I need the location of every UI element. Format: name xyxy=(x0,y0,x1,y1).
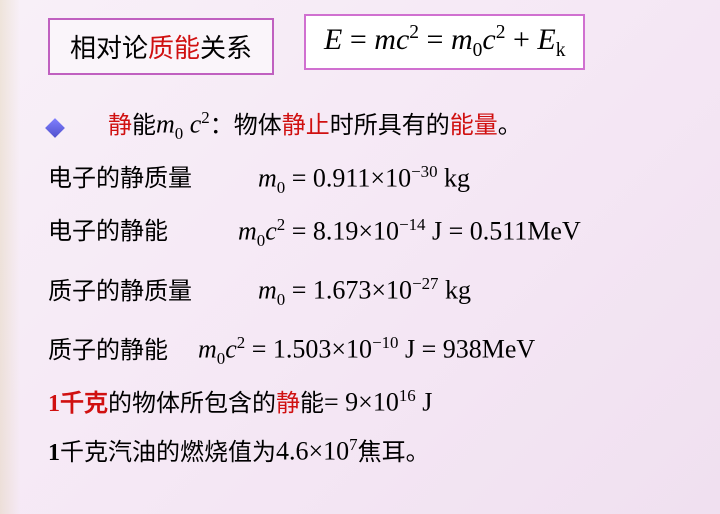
l3-sup: −14 xyxy=(399,215,425,234)
l3-mid: J = 0.511 xyxy=(425,216,527,245)
l7-sup: 7 xyxy=(349,435,357,454)
l3-sub: 0 xyxy=(257,231,265,250)
formula-Ek: E xyxy=(537,23,555,56)
line-1kg-energy: 1千克的物体所包含的静能 = 9×1016 J xyxy=(48,383,680,418)
l6-expr: = 9×1016 J xyxy=(324,386,432,418)
line-proton-energy: 质子的静能 m0c2 = 1.503×10−10 J = 938MeV xyxy=(48,330,680,369)
formula-eq1: = xyxy=(342,23,374,56)
l4-expr: m0 = 1.673×10−27 kg xyxy=(258,274,471,310)
l1-pre2: 能 xyxy=(132,105,156,140)
formula-m0: m xyxy=(451,23,473,56)
l1-post3: 时所具有的 xyxy=(330,105,450,140)
l6-p4: 能 xyxy=(300,383,324,418)
l6-p1: 1千克 xyxy=(48,383,108,418)
l5-sup: −10 xyxy=(372,333,398,352)
l5-label: 质子的静能 xyxy=(48,330,198,365)
l5-sub: 0 xyxy=(217,349,225,368)
l6-unit: J xyxy=(416,388,433,417)
line-rest-energy-def: 静能 m0 c2 ：物体静止时所具有的能量。 xyxy=(48,105,680,144)
l4-sup: −27 xyxy=(412,274,438,293)
title-p1: 相对论 xyxy=(70,34,148,63)
formula-sup1: 2 xyxy=(409,22,419,43)
l2-label: 电子的静质量 xyxy=(48,158,228,193)
l1-sub: 0 xyxy=(175,124,183,143)
formula-E: E xyxy=(324,23,342,56)
l5-m: m xyxy=(198,335,217,364)
formula-plus: + xyxy=(505,23,537,56)
formula-sup2: 2 xyxy=(496,22,506,43)
l6-sup: 16 xyxy=(399,386,416,405)
formula-mc: mc xyxy=(374,23,409,56)
l5-csup: 2 xyxy=(237,333,245,352)
l2-sup: −30 xyxy=(411,162,437,181)
l1-sup: 2 xyxy=(201,108,209,127)
content-area: 静能 m0 c2 ：物体静止时所具有的能量。 电子的静质量 m0 = 0.911… xyxy=(0,85,720,491)
l7-val: 4.6×10 xyxy=(276,437,349,466)
l4-eq: = 1.673×10 xyxy=(285,276,412,305)
l3-unit: MeV xyxy=(527,216,580,245)
title-p2: 质能 xyxy=(148,34,200,63)
l3-label: 电子的静能 xyxy=(48,211,228,246)
title-box: 相对论质能关系 xyxy=(48,18,274,75)
l5-eq: = 1.503×10 xyxy=(245,335,372,364)
bullet-icon xyxy=(45,118,65,138)
l1-c: c xyxy=(183,110,201,139)
l2-m: m xyxy=(258,163,277,192)
l5-mid: J = 938 xyxy=(398,335,481,364)
line-gasoline: 1千克汽油的燃烧值为 4.6×107 焦耳。 xyxy=(48,432,680,467)
formula-subk: k xyxy=(556,40,566,61)
header-row: 相对论质能关系 E = mc2 = m0c2 + Ek xyxy=(0,0,720,85)
l5-expr: m0c2 = 1.503×10−10 J = 938MeV xyxy=(198,333,535,369)
l7-p2: 千克汽油的燃烧值为 xyxy=(60,432,276,467)
line-electron-mass: 电子的静质量 m0 = 0.911×10−30 kg xyxy=(48,158,680,197)
line-electron-energy: 电子的静能 m0c2 = 8.19×10−14 J = 0.511MeV xyxy=(48,211,680,250)
l1-post1: ：物体 xyxy=(210,105,282,140)
l1-pre: 静 xyxy=(108,105,132,140)
formula-sub0: 0 xyxy=(473,40,483,61)
l7-expr: 4.6×107 xyxy=(276,435,358,467)
l2-expr: m0 = 0.911×10−30 kg xyxy=(258,162,470,198)
l1-post4: 能量 xyxy=(450,105,498,140)
l2-sub: 0 xyxy=(277,177,285,196)
l1-post2: 静止 xyxy=(282,105,330,140)
l2-unit: kg xyxy=(438,163,471,192)
formula-c: c xyxy=(482,23,495,56)
l3-c: c xyxy=(265,216,277,245)
l7-p1: 1 xyxy=(48,440,60,467)
l3-eq: = 8.19×10 xyxy=(285,216,399,245)
l4-sub: 0 xyxy=(277,290,285,309)
l7-p3: 焦耳。 xyxy=(358,432,430,467)
formula-eq2: = xyxy=(419,23,451,56)
main-formula-box: E = mc2 = m0c2 + Ek xyxy=(304,14,585,70)
l6-eq: = 9×10 xyxy=(324,388,399,417)
l6-p3: 静 xyxy=(276,383,300,418)
l4-unit: kg xyxy=(438,276,471,305)
l4-label: 质子的静质量 xyxy=(48,271,228,306)
l6-p2: 的物体所包含的 xyxy=(108,383,276,418)
l2-eq: = 0.911×10 xyxy=(285,163,411,192)
l3-m: m xyxy=(238,216,257,245)
l4-m: m xyxy=(258,276,277,305)
l3-csup: 2 xyxy=(277,215,285,234)
l1-post5: 。 xyxy=(498,105,522,140)
l1-expr: m0 c2 xyxy=(156,108,210,144)
l3-expr: m0c2 = 8.19×10−14 J = 0.511MeV xyxy=(238,215,581,251)
line-proton-mass: 质子的静质量 m0 = 1.673×10−27 kg xyxy=(48,271,680,310)
l5-unit: MeV xyxy=(482,335,535,364)
l1-m: m xyxy=(156,110,175,139)
title-p3: 关系 xyxy=(200,34,252,63)
l5-c: c xyxy=(225,335,237,364)
